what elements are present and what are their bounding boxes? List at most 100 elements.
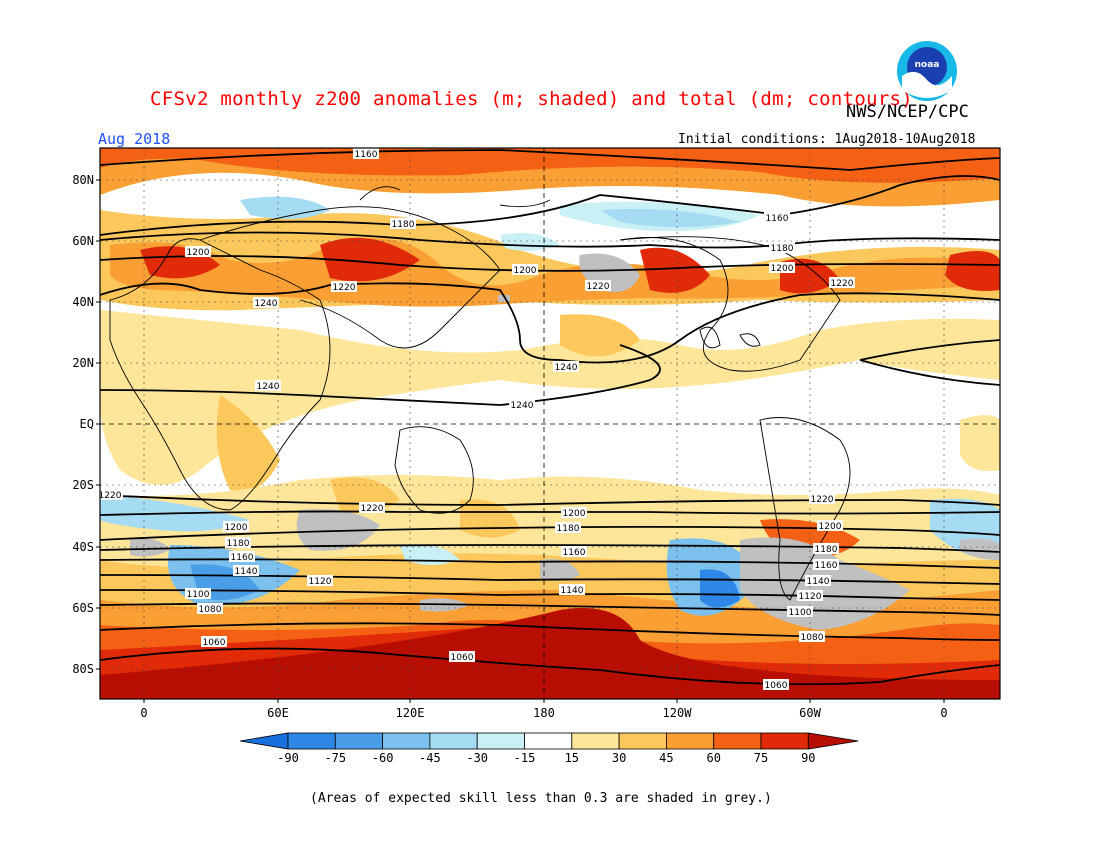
colorbar-tick-label: -75 (324, 751, 346, 765)
contour-label: 1220 (361, 504, 384, 514)
contour-label-bg (253, 297, 279, 308)
noaa-logo: noaa (897, 41, 957, 101)
colorbar-tick-label: -45 (419, 751, 441, 765)
colorbar-segment (287, 732, 336, 750)
contour-label: 1160 (563, 548, 586, 558)
contour-labels: 1160 1180 1200 1240 1220 1200 1220 1240 1240 1240… (97, 148, 855, 691)
longitude-labels: 0 60E 120E 180 120W 60W 0 (140, 699, 948, 720)
colorbar-tick-label: -30 (466, 751, 488, 765)
colorbar-segment (760, 732, 809, 750)
contour-label-bg (553, 361, 579, 372)
initial-conditions: Initial conditions: 1Aug2018-10Aug2018 (678, 132, 976, 147)
contour-label-bg (764, 212, 790, 223)
contour-label-bg (813, 543, 839, 554)
lat-label: 80N (72, 173, 94, 187)
colorbar-tick-label: -60 (372, 751, 394, 765)
contour-label-bg (817, 520, 843, 531)
colorbar-tick-label: 15 (565, 751, 579, 765)
lon-label: 0 (940, 706, 947, 720)
colorbar-segment (618, 732, 667, 750)
colorbar-segment (666, 732, 715, 750)
contour-label-bg (185, 246, 211, 257)
contour-label: 1200 (514, 266, 537, 276)
height-contours (100, 149, 1000, 686)
colorbar-tick-label: 90 (801, 751, 815, 765)
lat-label: 40S (72, 540, 94, 554)
colorbar-tick-label: 30 (612, 751, 626, 765)
colorbar-segment (334, 732, 383, 750)
latitude-labels: 80N 60N 40N 20N EQ 20S 40S 60S 80S (72, 173, 100, 676)
colorbar-segment (429, 732, 478, 750)
colorbar-tick-label: 75 (754, 751, 768, 765)
contour-label-bg (353, 148, 379, 159)
contour-label: 1220 (811, 495, 834, 505)
lat-label: 20S (72, 478, 94, 492)
contour-label-bg (809, 493, 835, 504)
contour-label-bg (829, 277, 855, 288)
contour-label-bg (229, 551, 255, 562)
contour-label-bg (359, 502, 385, 513)
contour-label: 1220 (99, 491, 122, 501)
contour-label-bg (555, 522, 581, 533)
colorbar: -90 -75 -60 -45 -30 -15 15 30 45 60 75 90 (239, 732, 859, 765)
contour-label-bg (512, 264, 538, 275)
colorbar-segment (571, 732, 620, 750)
lon-label: 180 (533, 706, 555, 720)
lon-label: 60E (267, 706, 289, 720)
contour-label-bg (509, 399, 535, 410)
contour-label-bg (331, 281, 357, 292)
contour-label: 1200 (225, 523, 248, 533)
contour-label-bg (225, 537, 251, 548)
contour-label: 1160 (355, 150, 378, 160)
contour-label: 1220 (333, 283, 356, 293)
contour-label: 1180 (815, 545, 838, 555)
contour-label: 1220 (831, 279, 854, 289)
contour-label-bg (769, 242, 795, 253)
contour-label: 1060 (765, 681, 788, 691)
contour-label-bg (585, 280, 611, 291)
contour-label-bg (307, 575, 333, 586)
lat-label: 80S (72, 662, 94, 676)
lon-label: 60W (799, 706, 821, 720)
lon-label: 0 (140, 706, 147, 720)
colorbar-segment (524, 732, 573, 750)
contour-label: 1140 (235, 567, 258, 577)
contour-label: 1200 (187, 248, 210, 258)
contour-label: 1200 (563, 509, 586, 519)
contour-label-bg (805, 575, 831, 586)
contour-label-bg (763, 679, 789, 690)
colorbar-segment (713, 732, 762, 750)
contour-label-bg (201, 636, 227, 647)
contour-label: 1180 (557, 524, 580, 534)
contour-label: 1060 (203, 638, 226, 648)
contour-label: 1240 (555, 363, 578, 373)
contour-label-bg (797, 590, 823, 601)
lat-label: 60N (72, 234, 94, 248)
colorbar-tick-label: -90 (277, 751, 299, 765)
contour-label: 1180 (227, 539, 250, 549)
contour-label: 1160 (766, 214, 789, 224)
colorbar-tick-label: -15 (514, 751, 536, 765)
contour-label-bg (185, 588, 211, 599)
contour-label: 1080 (801, 633, 824, 643)
contour-label: 1160 (815, 561, 838, 571)
equator-dateline (100, 148, 1000, 699)
contour-label: 1180 (392, 220, 415, 230)
contour-label-bg (233, 565, 259, 576)
contour-label: 1240 (511, 401, 534, 411)
colorbar-left-arrow (239, 732, 289, 750)
chart-title: CFSv2 monthly z200 anomalies (m; shaded)… (150, 88, 914, 110)
contour-label-bg (561, 546, 587, 557)
contour-label: 1240 (257, 382, 280, 392)
contour-label: 1120 (799, 592, 822, 602)
contour-label: 1240 (255, 299, 278, 309)
colorbar-tick-label: 60 (706, 751, 720, 765)
logo-text: noaa (915, 60, 940, 70)
lat-label: 40N (72, 295, 94, 309)
contour-label-bg (449, 651, 475, 662)
contour-label: 1120 (309, 577, 332, 587)
colorbar-segment (476, 732, 525, 750)
contour-label-bg (787, 606, 813, 617)
contour-label-bg (813, 559, 839, 570)
